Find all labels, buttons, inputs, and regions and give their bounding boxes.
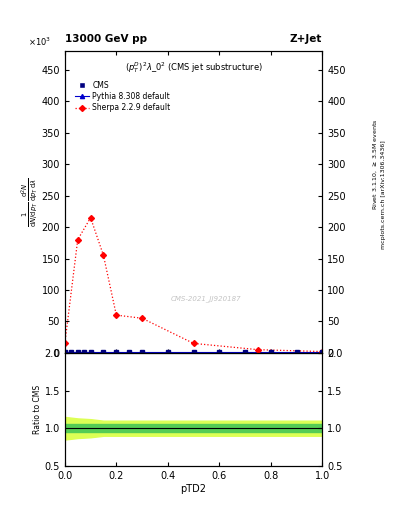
X-axis label: pTD2: pTD2 xyxy=(180,483,207,494)
Text: Rivet 3.1.10, $\geq$ 3.5M events: Rivet 3.1.10, $\geq$ 3.5M events xyxy=(371,118,379,209)
Text: $\times 10^3$: $\times 10^3$ xyxy=(28,36,51,48)
Text: CMS-2021_JJ920187: CMS-2021_JJ920187 xyxy=(171,295,242,302)
Text: Z+Jet: Z+Jet xyxy=(290,33,322,44)
Text: $(p_T^D)^2\lambda\_0^2$ (CMS jet substructure): $(p_T^D)^2\lambda\_0^2$ (CMS jet substru… xyxy=(125,60,263,75)
Legend: CMS, Pythia 8.308 default, Sherpa 2.2.9 default: CMS, Pythia 8.308 default, Sherpa 2.2.9 … xyxy=(74,79,172,114)
Text: mcplots.cern.ch [arXiv:1306.3436]: mcplots.cern.ch [arXiv:1306.3436] xyxy=(381,140,386,249)
Text: 13000 GeV pp: 13000 GeV pp xyxy=(65,33,147,44)
Y-axis label: Ratio to CMS: Ratio to CMS xyxy=(33,385,42,434)
Y-axis label: $\frac{1}{\mathrm{d}N / \mathrm{d}p_T}\, \frac{\mathrm{d}^2 N}{\mathrm{d}p_T\,\m: $\frac{1}{\mathrm{d}N / \mathrm{d}p_T}\,… xyxy=(19,177,40,227)
